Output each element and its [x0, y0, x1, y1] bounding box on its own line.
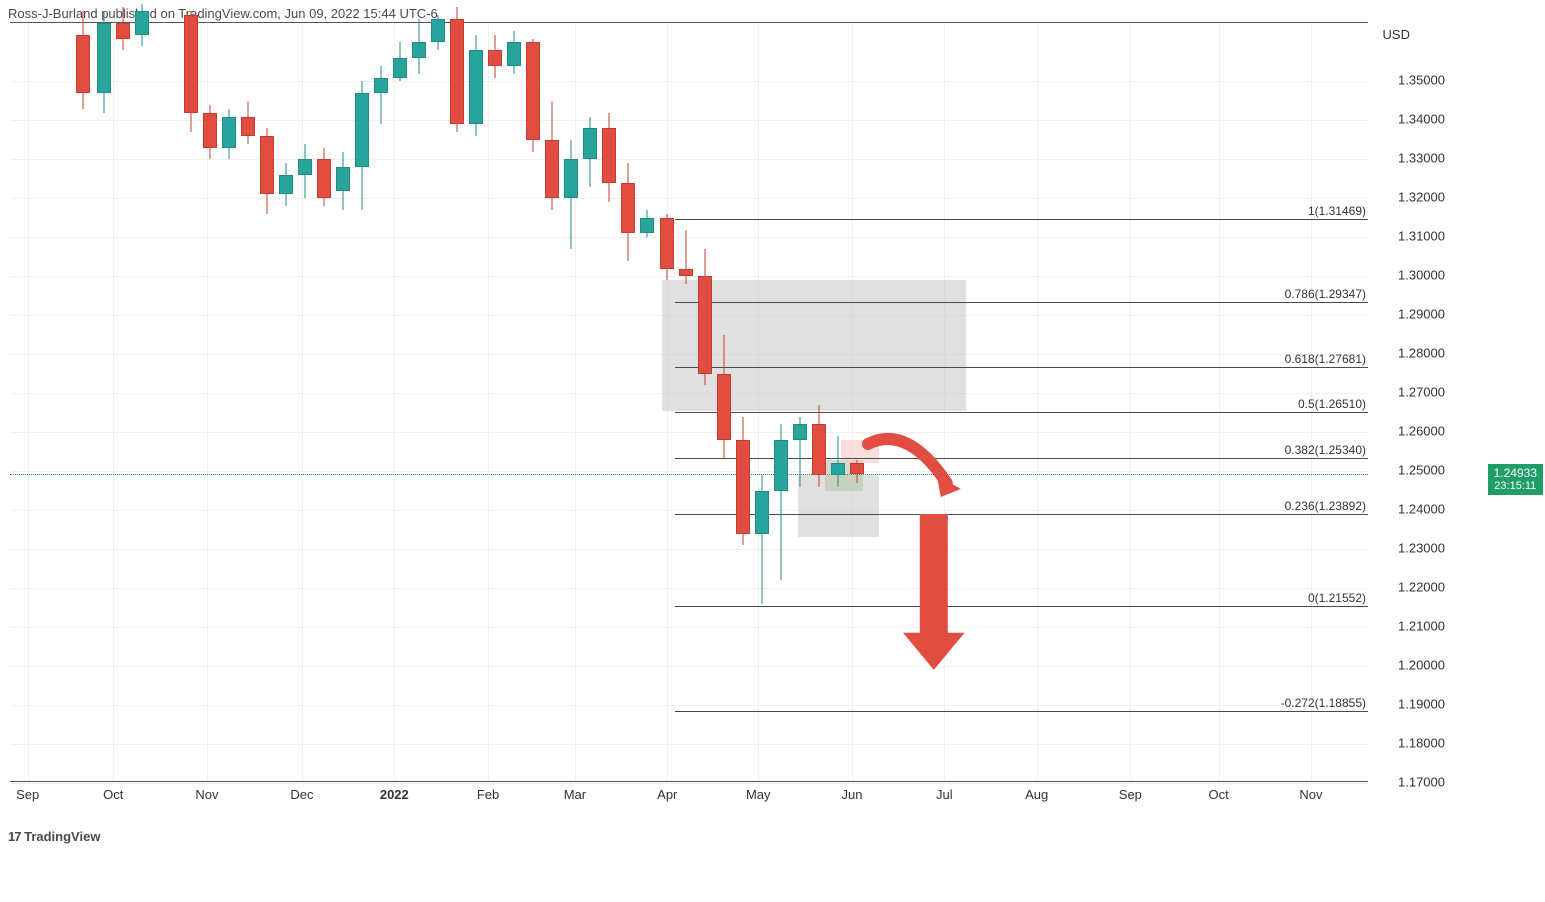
x-tick-label: Feb: [477, 787, 499, 802]
x-tick-label: Jun: [841, 787, 862, 802]
x-tick-label: Jul: [936, 787, 953, 802]
candlestick[interactable]: [831, 23, 845, 783]
candlestick[interactable]: [602, 23, 616, 783]
y-axis-title: USD: [1383, 27, 1410, 42]
x-tick-label: Dec: [290, 787, 313, 802]
candlestick[interactable]: [450, 23, 464, 783]
candlestick[interactable]: [621, 23, 635, 783]
fib-label: 1(1.31469): [1308, 204, 1366, 218]
x-tick-label: Mar: [564, 787, 586, 802]
candlestick[interactable]: [660, 23, 674, 783]
x-tick-label: Oct: [103, 787, 123, 802]
candlestick[interactable]: [260, 23, 274, 783]
y-tick-label: 1.33000: [1398, 151, 1445, 166]
candlestick[interactable]: [793, 23, 807, 783]
y-tick-label: 1.21000: [1398, 619, 1445, 634]
x-tick-label: Oct: [1208, 787, 1228, 802]
candlestick[interactable]: [507, 23, 521, 783]
y-tick-label: 1.19000: [1398, 697, 1445, 712]
candlestick[interactable]: [222, 23, 236, 783]
x-tick-label: Aug: [1025, 787, 1048, 802]
candlestick[interactable]: [355, 23, 369, 783]
candlestick[interactable]: [317, 23, 331, 783]
candlestick[interactable]: [850, 23, 864, 783]
chart-attribution: Ross-J-Burland published on TradingView.…: [8, 6, 438, 21]
candlestick[interactable]: [76, 23, 90, 783]
x-tick-label: Apr: [657, 787, 677, 802]
candlestick[interactable]: [431, 23, 445, 783]
candlestick[interactable]: [116, 23, 130, 783]
candlestick[interactable]: [679, 23, 693, 783]
y-tick-label: 1.26000: [1398, 424, 1445, 439]
candlestick[interactable]: [97, 23, 111, 783]
y-tick-label: 1.25000: [1398, 463, 1445, 478]
candlestick[interactable]: [135, 23, 149, 783]
candlestick[interactable]: [640, 23, 654, 783]
fib-label: -0.272(1.18855): [1281, 696, 1366, 710]
y-axis: USD 1.35000 1.34000 1.33000 1.32000 1.31000 1…: [1370, 22, 1545, 782]
y-tick-label: 1.31000: [1398, 229, 1445, 244]
y-tick-label: 1.29000: [1398, 307, 1445, 322]
y-tick-label: 1.32000: [1398, 190, 1445, 205]
candlestick[interactable]: [279, 23, 293, 783]
candlestick[interactable]: [241, 23, 255, 783]
y-tick-label: 1.30000: [1398, 268, 1445, 283]
fib-label: 0.618(1.27681): [1285, 352, 1366, 366]
candlestick[interactable]: [736, 23, 750, 783]
candlestick[interactable]: [717, 23, 731, 783]
candlestick[interactable]: [545, 23, 559, 783]
x-tick-label: Sep: [1119, 787, 1142, 802]
candlestick[interactable]: [564, 23, 578, 783]
y-tick-label: 1.22000: [1398, 580, 1445, 595]
y-tick-label: 1.24000: [1398, 502, 1445, 517]
candlestick[interactable]: [488, 23, 502, 783]
candlestick[interactable]: [336, 23, 350, 783]
fib-label: 0(1.21552): [1308, 591, 1366, 605]
candlestick[interactable]: [469, 23, 483, 783]
y-tick-label: 1.35000: [1398, 73, 1445, 88]
y-tick-label: 1.23000: [1398, 541, 1445, 556]
y-tick-label: 1.18000: [1398, 736, 1445, 751]
candlestick[interactable]: [393, 23, 407, 783]
y-tick-label: 1.17000: [1398, 775, 1445, 790]
down-arrow-icon: [901, 512, 967, 672]
candlestick[interactable]: [755, 23, 769, 783]
y-tick-label: 1.34000: [1398, 112, 1445, 127]
fib-label: 0.236(1.23892): [1285, 499, 1366, 513]
candlestick[interactable]: [412, 23, 426, 783]
y-tick-label: 1.28000: [1398, 346, 1445, 361]
candlestick[interactable]: [184, 23, 198, 783]
x-tick-label: Sep: [16, 787, 39, 802]
curved-arrow-icon: [858, 414, 967, 503]
tradingview-watermark: 17 TradingView: [8, 829, 100, 844]
y-tick-label: 1.27000: [1398, 385, 1445, 400]
candlestick[interactable]: [698, 23, 712, 783]
x-tick-label: Nov: [1299, 787, 1322, 802]
x-tick-label: May: [746, 787, 771, 802]
candlestick[interactable]: [526, 23, 540, 783]
fib-label: 0.382(1.25340): [1285, 443, 1366, 457]
candlestick[interactable]: [374, 23, 388, 783]
candlestick[interactable]: [203, 23, 217, 783]
y-tick-label: 1.20000: [1398, 658, 1445, 673]
x-axis: Sep Oct Nov Dec 2022 Feb Mar Apr May Jun Jul Aug Sep…: [10, 782, 1368, 812]
candlestick[interactable]: [298, 23, 312, 783]
x-tick-label: 2022: [380, 787, 409, 802]
candlestick[interactable]: [583, 23, 597, 783]
candlestick[interactable]: [812, 23, 826, 783]
chart-container: Ross-J-Burland published on TradingView.…: [0, 0, 1545, 902]
x-tick-label: Nov: [195, 787, 218, 802]
fib-label: 0.786(1.29347): [1285, 287, 1366, 301]
fib-label: 0.5(1.26510): [1298, 397, 1366, 411]
candlestick[interactable]: [774, 23, 788, 783]
plot-area[interactable]: 1(1.31469) 0.786(1.29347) 0.618(1.27681) 0.…: [10, 22, 1368, 782]
